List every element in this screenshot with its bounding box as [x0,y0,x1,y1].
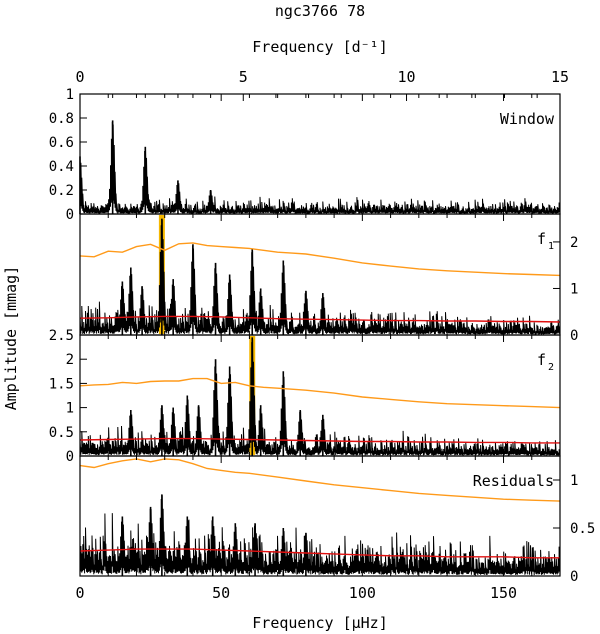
y-tick-label: 0.5 [49,425,74,441]
spectrum-trace [79,339,561,456]
panel-residuals: 0 0.5 1 Residuals [79,455,595,585]
y-tick-label: 0 [66,449,74,465]
noise-level-red [79,315,561,323]
panel-f2: 00.511.522.5f 2 [49,328,561,465]
bottom-axis-tick-label: 50 [212,584,230,602]
y-tick-label: 1 [570,281,578,297]
y-tick-label: 0 [570,569,578,585]
bottom-axis-tick-label: 0 [75,584,84,602]
y-tick-label: 1 [66,401,74,417]
top-axis-tick-label: 5 [239,68,248,86]
top-axis-tick-label: 15 [551,68,569,86]
panel-window: 0 0.2 0.4 0.6 0.8 1 Window [49,87,561,223]
noise-level-red [79,437,560,444]
spectrum-trace [79,495,561,576]
y-tick-label: 1 [570,473,578,489]
bottom-axis-tick-label: 100 [349,584,376,602]
bottom-axis-tick-label: 150 [490,584,517,602]
y-tick-label: 0.4 [49,159,74,175]
top-axis-tick-label: 10 [397,68,415,86]
bottom-axis-label: Frequency [μHz] [252,614,387,632]
noise-level-orange [79,377,561,409]
noise-level-orange [79,242,561,277]
noise-level-red [79,548,560,559]
top-axis-tick-label: 0 [75,68,84,86]
panel-label: f [537,230,546,248]
spectrum-trace [79,219,561,335]
y-tick-label: 2 [570,235,578,251]
y-axis-label: Amplitude [mmag] [2,266,20,411]
y-tick-label: 0.2 [49,183,74,199]
panel-label-subscript: 2 [548,362,554,373]
y-tick-label: 0.8 [49,111,74,127]
panel-frame [79,93,561,215]
y-tick-label: 2 [66,352,74,368]
panel-frame [79,455,561,577]
y-tick-label: 0.5 [570,521,595,537]
noise-level-orange [79,458,561,502]
y-tick-label: 0.6 [49,135,74,151]
panel-label: f [537,351,546,369]
spectrum-trace [79,121,561,215]
panel-label: Residuals [473,472,554,490]
y-tick-label: 0 [570,328,578,344]
y-tick-label: 2.5 [49,328,74,344]
y-tick-label: 1 [66,87,74,103]
chart-title: ngc3766 78 [275,2,365,20]
top-axis-label: Frequency [d⁻¹] [252,38,387,56]
y-tick-label: 1.5 [49,376,74,392]
panel-label-subscript: 1 [548,241,554,252]
y-tick-label: 0 [66,207,74,223]
panel-label: Window [500,110,555,128]
